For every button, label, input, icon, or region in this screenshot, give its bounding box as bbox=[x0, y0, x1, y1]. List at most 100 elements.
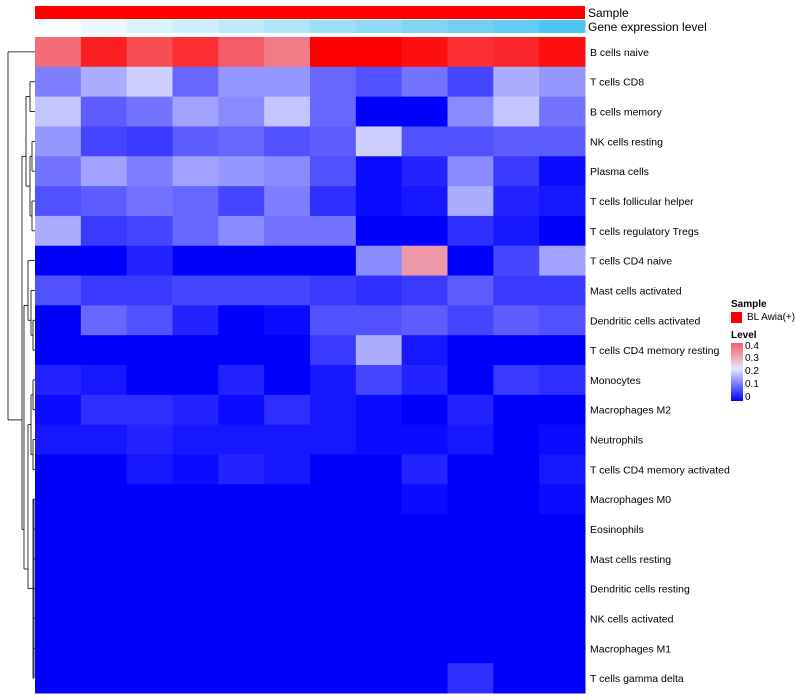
heatmap-cell bbox=[172, 394, 219, 426]
heatmap-cell bbox=[539, 37, 586, 68]
heatmap-cell bbox=[310, 126, 357, 157]
heatmap-cell bbox=[264, 96, 311, 127]
heatmap-cell bbox=[355, 365, 403, 396]
heatmap-cell bbox=[80, 633, 128, 664]
heatmap-cell bbox=[493, 454, 540, 485]
heatmap-cell bbox=[310, 394, 357, 426]
heatmap-cell bbox=[539, 573, 586, 605]
heatmap-cell bbox=[218, 365, 265, 396]
heatmap-cell bbox=[355, 186, 403, 217]
heatmap-cell bbox=[264, 156, 311, 187]
heatmap-cell bbox=[126, 275, 173, 306]
heatmap-cell bbox=[310, 573, 357, 605]
heatmap-cell bbox=[126, 186, 173, 217]
heatmap-cell bbox=[80, 663, 128, 694]
heatmap-cell bbox=[126, 543, 173, 575]
heatmap-cell bbox=[264, 484, 311, 515]
heatmap-cell bbox=[447, 514, 494, 545]
row-label: Macrophages M2 bbox=[590, 405, 671, 417]
heatmap-cell bbox=[355, 454, 403, 485]
heatmap-cell bbox=[80, 454, 128, 485]
heatmap-cell bbox=[264, 394, 311, 426]
heatmap-cell bbox=[172, 603, 219, 634]
heatmap-cell bbox=[264, 573, 311, 605]
heatmap-cell bbox=[35, 424, 82, 455]
heatmap-cell bbox=[35, 335, 82, 366]
row-dendrogram bbox=[7, 51, 35, 679]
heatmap-cell bbox=[401, 454, 448, 485]
heatmap-cell bbox=[264, 186, 311, 217]
legend-gradient bbox=[731, 343, 743, 401]
row-labels: B cells naive T cells CD8 B cells memory NK… bbox=[590, 47, 730, 685]
heatmap-cell bbox=[126, 156, 173, 187]
heatmap-cell bbox=[80, 66, 128, 98]
heatmap-cell bbox=[264, 66, 311, 98]
heatmap-cell bbox=[310, 514, 357, 545]
sample-annotation-bar bbox=[35, 6, 585, 19]
heatmap-cell bbox=[126, 573, 173, 605]
expression-annotation-cell bbox=[447, 20, 494, 33]
heatmap-cell bbox=[447, 543, 494, 575]
heatmap-cell bbox=[126, 245, 173, 277]
heatmap-cell bbox=[493, 245, 540, 277]
heatmap-cell bbox=[355, 37, 403, 68]
heatmap-cell bbox=[401, 633, 448, 664]
row-label: Neutrophils bbox=[590, 435, 643, 447]
heatmap-cell bbox=[264, 245, 311, 277]
heatmap-cell bbox=[539, 156, 586, 187]
heatmap-cell bbox=[355, 66, 403, 98]
expression-annotation-cell bbox=[35, 20, 82, 33]
heatmap-cell bbox=[355, 335, 403, 366]
row-label: Mast cells activated bbox=[590, 285, 682, 297]
heatmap-cell bbox=[447, 365, 494, 396]
heatmap-cell bbox=[218, 66, 265, 98]
heatmap-cell bbox=[447, 484, 494, 515]
row-label: T cells follicular helper bbox=[590, 196, 694, 208]
legend-sample-label: BL Awia(+) bbox=[747, 311, 796, 323]
heatmap-cell bbox=[401, 37, 448, 68]
heatmap-cell bbox=[355, 156, 403, 187]
heatmap-cell bbox=[218, 543, 265, 575]
legend-sample-title: Sample bbox=[731, 299, 767, 310]
heatmap-cell bbox=[355, 394, 403, 426]
heatmap-cell bbox=[493, 603, 540, 634]
heatmap-cell bbox=[493, 514, 540, 545]
heatmap-cell bbox=[35, 365, 82, 396]
heatmap-cell bbox=[218, 573, 265, 605]
legend-tick: 0.1 bbox=[745, 379, 759, 390]
heatmap-cell bbox=[172, 514, 219, 545]
heatmap-cell bbox=[310, 66, 357, 98]
heatmap-cell bbox=[310, 454, 357, 485]
heatmap-cells bbox=[35, 37, 586, 694]
heatmap-cell bbox=[493, 66, 540, 98]
row-label: T cells CD8 bbox=[590, 77, 644, 89]
expression-annotation-cell bbox=[539, 20, 586, 33]
heatmap-cell bbox=[172, 156, 219, 187]
heatmap-cell bbox=[401, 484, 448, 515]
heatmap-cell bbox=[172, 573, 219, 605]
heatmap-cell bbox=[539, 454, 586, 485]
heatmap-cell bbox=[401, 156, 448, 187]
heatmap-cell bbox=[264, 454, 311, 485]
heatmap-cell bbox=[35, 215, 82, 247]
heatmap-cell bbox=[218, 663, 265, 694]
heatmap-cell bbox=[172, 484, 219, 515]
row-label: Mast cells resting bbox=[590, 554, 671, 566]
heatmap-cell bbox=[35, 543, 82, 575]
heatmap-cell bbox=[80, 603, 128, 634]
heatmap-cell bbox=[35, 245, 82, 277]
heatmap-cell bbox=[218, 156, 265, 187]
heatmap-cell bbox=[80, 543, 128, 575]
heatmap-cell bbox=[447, 215, 494, 247]
heatmap-cell bbox=[126, 37, 173, 68]
heatmap-cell bbox=[264, 275, 311, 306]
heatmap-cell bbox=[401, 335, 448, 366]
heatmap-cell bbox=[539, 543, 586, 575]
heatmap-cell bbox=[218, 126, 265, 157]
heatmap-cell bbox=[310, 663, 357, 694]
heatmap-cell bbox=[35, 633, 82, 664]
heatmap-cell bbox=[218, 484, 265, 515]
heatmap-cell bbox=[539, 424, 586, 455]
heatmap-cell bbox=[401, 96, 448, 127]
annotation-label: Gene expression level bbox=[588, 20, 707, 34]
